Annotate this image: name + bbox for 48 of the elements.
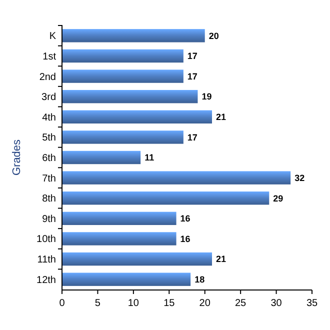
y-tick-label: 4th xyxy=(42,112,56,124)
y-tick-label: K xyxy=(49,31,56,42)
x-tick-label: 0 xyxy=(59,298,66,309)
x-tick-label: 20 xyxy=(199,298,211,309)
x-tick-label: 25 xyxy=(235,298,247,309)
data-label: 19 xyxy=(202,92,212,102)
bar xyxy=(62,272,191,286)
y-tick-label: 12th xyxy=(36,274,56,286)
bar xyxy=(62,171,291,184)
data-label: 16 xyxy=(180,234,190,244)
y-tick-label: 1st xyxy=(42,51,56,62)
bar xyxy=(62,90,198,104)
bar xyxy=(62,212,176,226)
bar xyxy=(62,192,270,205)
data-label: 17 xyxy=(187,71,198,82)
data-label: 29 xyxy=(273,193,284,204)
y-axis-title: Grades xyxy=(11,138,23,176)
x-tick-label: 10 xyxy=(128,298,140,309)
y-tick-label: 8th xyxy=(42,194,56,205)
bar xyxy=(62,150,141,164)
x-tick-label: 30 xyxy=(270,298,282,309)
data-label: 17 xyxy=(187,51,198,62)
y-tick-label: 9th xyxy=(42,214,56,225)
bar xyxy=(62,70,184,83)
bar xyxy=(62,232,176,246)
x-tick-label: 15 xyxy=(164,298,176,309)
bar xyxy=(62,252,212,266)
bar xyxy=(62,130,184,144)
bar xyxy=(62,29,205,42)
data-label: 11 xyxy=(144,152,154,163)
data-label: 18 xyxy=(194,274,205,284)
x-tick-label: 5 xyxy=(94,298,101,309)
data-label: 17 xyxy=(187,132,198,142)
bar xyxy=(62,110,212,124)
bar xyxy=(62,49,184,63)
data-label: 20 xyxy=(208,30,219,41)
y-tick-label: 6th xyxy=(42,153,56,164)
y-tick-label: 11th xyxy=(37,254,56,266)
y-tick-label: 10th xyxy=(36,234,56,246)
y-tick-label: 2nd xyxy=(39,72,56,83)
x-tick-label: 35 xyxy=(306,298,318,309)
data-label: 21 xyxy=(216,254,226,264)
data-label: 21 xyxy=(216,112,226,122)
data-label: 32 xyxy=(294,172,305,183)
y-tick-label: 3rd xyxy=(42,92,56,104)
y-tick-label: 7th xyxy=(42,173,56,184)
data-label: 16 xyxy=(180,214,190,224)
y-tick-label: 5th xyxy=(42,132,56,144)
